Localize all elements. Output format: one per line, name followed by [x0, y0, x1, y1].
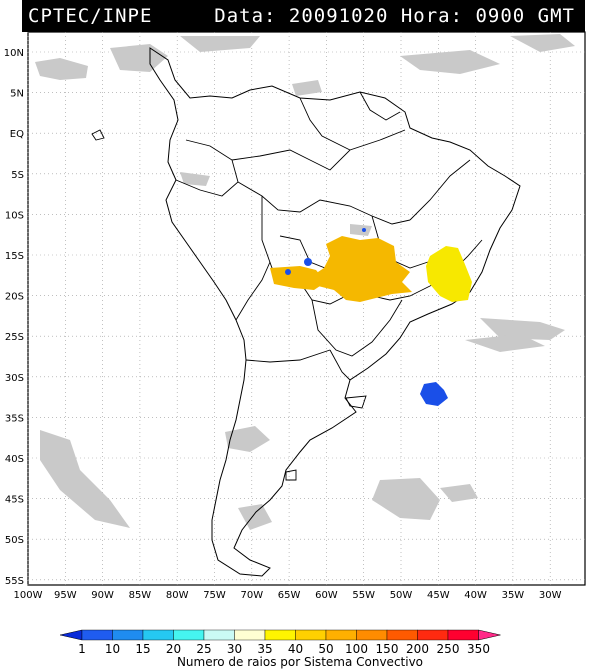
colorbar-label: 10: [105, 642, 120, 656]
colorbar-segment: [417, 629, 449, 641]
lon-label: 65W: [278, 590, 301, 601]
header-source: CPTEC/INPE: [28, 5, 153, 27]
lat-label: 55S: [5, 576, 24, 587]
lat-label: 45S: [5, 495, 24, 506]
colorbar-label: 40: [288, 642, 303, 656]
blue-cluster-bolivia: [304, 258, 312, 266]
colorbar-label: 150: [376, 642, 399, 656]
lon-label: 50W: [390, 590, 413, 601]
map-frame: [27, 31, 586, 586]
lat-label: EQ: [10, 129, 24, 140]
lat-label: 15S: [5, 251, 24, 262]
lon-label: 100W: [14, 590, 43, 601]
colorbar-segment: [356, 629, 388, 641]
lat-label: 5N: [10, 89, 24, 100]
blue-dot-3: [362, 228, 366, 232]
yellow-cluster-east: [426, 246, 472, 302]
colorbar-labels: 1 10 15 20 25 30 35 40 50 100 150 200 250 350: [78, 642, 490, 656]
lat-label: 40S: [5, 454, 24, 465]
colorbar-segment: [142, 629, 174, 641]
colorbar-segment: [173, 629, 205, 641]
lon-label: 85W: [129, 590, 152, 601]
colorbar-label: 30: [227, 642, 242, 656]
lat-label: 25S: [5, 332, 24, 343]
lat-label: 10S: [5, 210, 24, 221]
colorbar-arrow-right: [478, 629, 501, 641]
south-america-coastline: [149, 47, 521, 577]
colorbar-segments: [59, 629, 501, 641]
lon-label: 60W: [315, 590, 338, 601]
lat-label: 30S: [5, 373, 24, 384]
colorbar: 1 10 15 20 25 30 35 40 50 100 150 200 250 350 Numero …: [59, 629, 501, 669]
colorbar-label: 20: [166, 642, 181, 656]
colorbar-segment: [203, 629, 235, 641]
lon-label: 35W: [502, 590, 525, 601]
colorbar-segment: [295, 629, 327, 641]
orange-cluster-central: [312, 236, 412, 302]
lon-label: 80W: [166, 590, 189, 601]
lat-label: 50S: [5, 535, 24, 546]
colorbar-label: 50: [318, 642, 333, 656]
colorbar-label: 15: [135, 642, 150, 656]
lon-label: 30W: [539, 590, 562, 601]
colorbar-caption: Numero de raios por Sistema Convectivo: [177, 655, 423, 669]
lat-label: 35S: [5, 413, 24, 424]
longitude-labels: 100W 95W 90W 85W 80W 75W 70W 65W 60W 55W 50W 45W 40W…: [14, 590, 562, 601]
lat-label: 5S: [11, 170, 24, 181]
colorbar-label: 100: [345, 642, 368, 656]
colorbar-segment: [264, 629, 296, 641]
lon-label: 55W: [352, 590, 375, 601]
colorbar-label: 250: [437, 642, 460, 656]
blue-cluster-south: [420, 382, 448, 406]
colorbar-arrow-left: [59, 629, 83, 641]
lon-label: 90W: [91, 590, 114, 601]
lat-label: 10N: [4, 48, 24, 59]
islands: [91, 129, 367, 481]
lon-label: 75W: [203, 590, 226, 601]
colorbar-segment: [112, 629, 144, 641]
lon-label: 70W: [240, 590, 263, 601]
lon-label: 95W: [54, 590, 77, 601]
colorbar-segment: [325, 629, 357, 641]
colorbar-label: 1: [78, 642, 86, 656]
colorbar-label: 25: [196, 642, 211, 656]
orange-cluster-west: [270, 266, 326, 290]
lon-label: 45W: [427, 590, 450, 601]
header-date: Data: 20091020 Hora: 0900 GMT: [214, 5, 575, 27]
lon-label: 40W: [464, 590, 487, 601]
cloud-cover: [35, 34, 575, 530]
colorbar-label: 200: [406, 642, 429, 656]
colorbar-segment: [234, 629, 266, 641]
colorbar-label: 350: [467, 642, 490, 656]
latitude-labels: 10N 5N EQ 5S 10S 15S 20S 25S 30S 35S 40S 45S 50S 55S: [4, 48, 24, 587]
convective-systems: [270, 228, 472, 406]
blue-dot-2: [285, 269, 291, 275]
colorbar-segment: [447, 629, 479, 641]
colorbar-segment: [386, 629, 418, 641]
header-bar: CPTEC/INPE Data: 20091020 Hora: 0900 GMT: [22, 0, 585, 32]
colorbar-label: 35: [257, 642, 272, 656]
lightning-map: 10N5NEQ5S10S15S20S25S30S35S40S45S50S55S …: [4, 31, 586, 601]
colorbar-segment: [81, 629, 113, 641]
lat-label: 20S: [5, 292, 24, 303]
